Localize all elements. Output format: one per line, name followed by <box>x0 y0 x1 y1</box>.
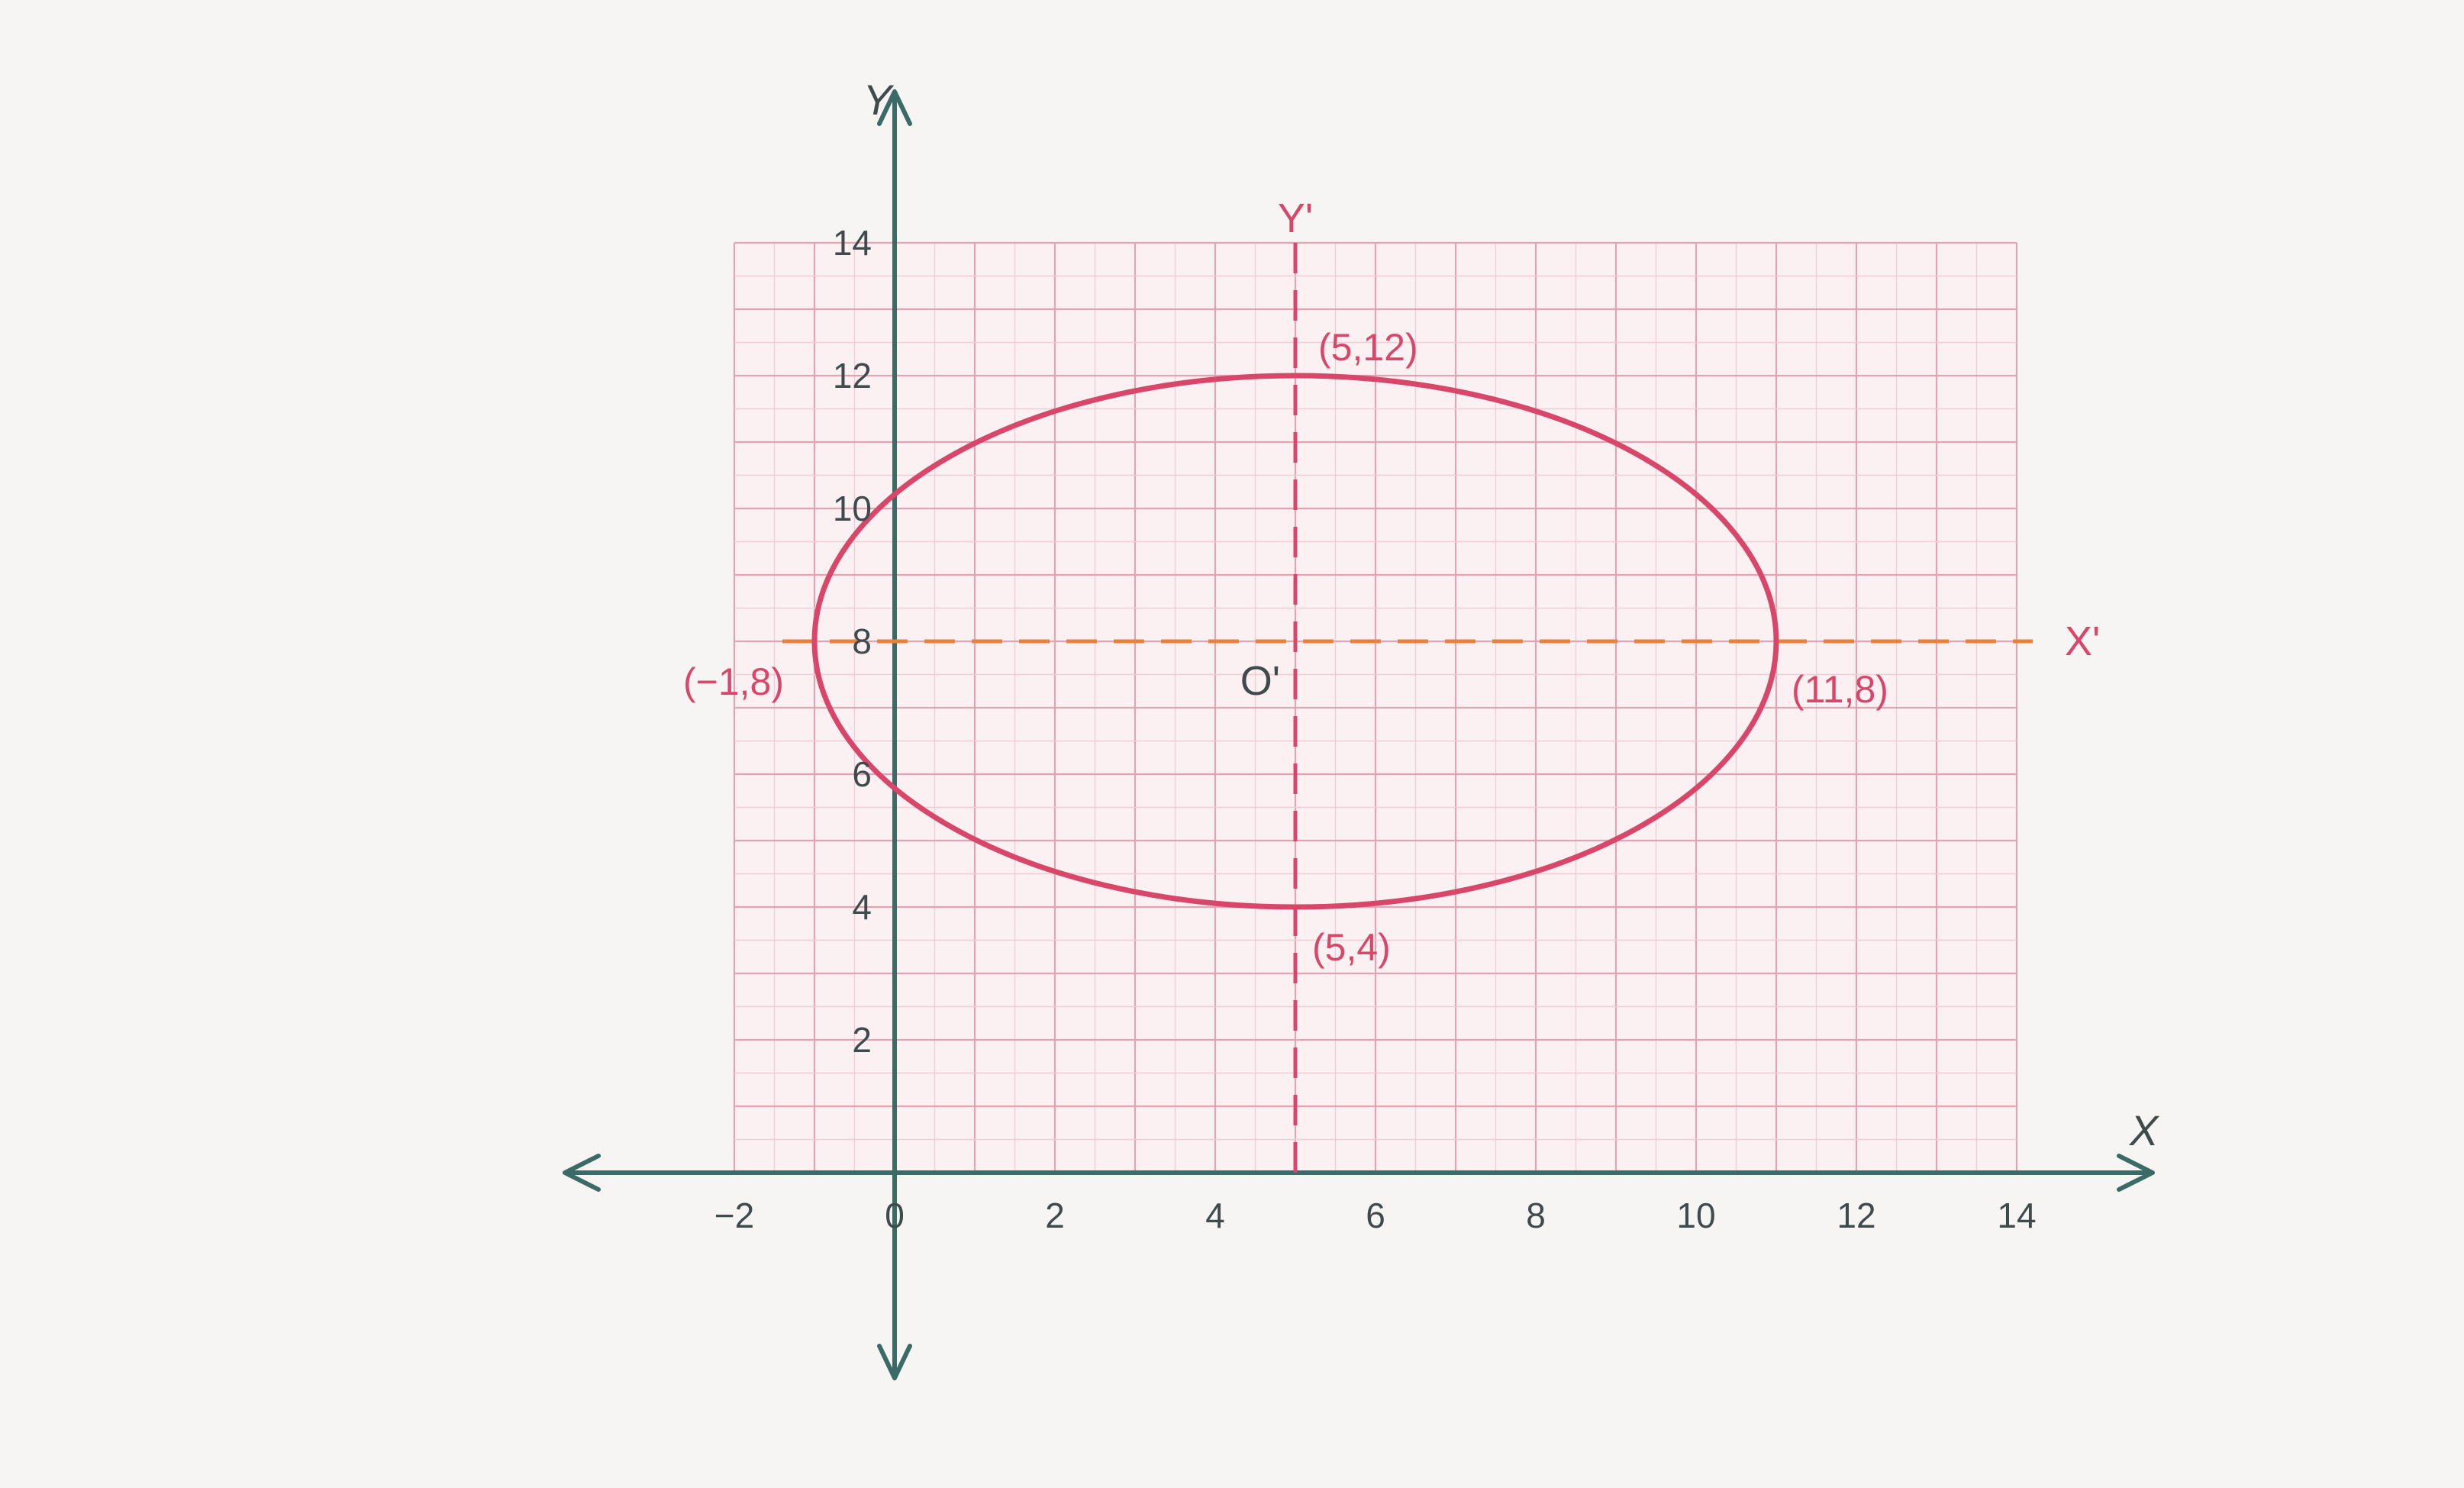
point-label: (5,12) <box>1318 326 1418 369</box>
x-tick-label: 8 <box>1526 1196 1546 1235</box>
y-tick-label: 6 <box>852 754 872 794</box>
y-axis-label: Y <box>863 76 895 124</box>
y-tick-label: 10 <box>833 489 872 528</box>
x-tick-label: 10 <box>1676 1196 1715 1235</box>
shifted-x-axis-label: X' <box>2065 618 2100 664</box>
x-tick-label: 2 <box>1045 1196 1065 1235</box>
y-tick-label: 2 <box>852 1020 872 1060</box>
y-tick-label: 4 <box>852 887 872 927</box>
x-tick-label: 6 <box>1366 1196 1385 1235</box>
x-axis-right-arrow-icon <box>2117 1154 2155 1192</box>
shifted-y-axis-label: Y' <box>1278 195 1313 241</box>
x-tick-label: 4 <box>1205 1196 1225 1235</box>
ellipse-curve <box>811 373 1779 910</box>
shifted-axes <box>782 243 2033 1173</box>
y-tick-label: 14 <box>833 223 872 263</box>
y-tick-label: 8 <box>852 621 872 661</box>
point-label: (11,8) <box>1792 668 1888 711</box>
x-tick-label: −2 <box>714 1196 754 1235</box>
shifted-origin-label: O' <box>1240 658 1280 704</box>
x-axis-label: X <box>2128 1106 2160 1154</box>
main-axes <box>563 89 2155 1380</box>
ellipse-layer <box>811 373 1779 910</box>
x-axis-left-arrow-icon <box>563 1154 601 1192</box>
point-label: (−1,8) <box>683 660 784 703</box>
y-axis-up-arrow-icon <box>877 89 912 126</box>
y-tick-label: 12 <box>833 356 872 395</box>
point-label: (5,4) <box>1312 926 1391 969</box>
x-tick-label: 12 <box>1837 1196 1875 1235</box>
point-labels: X' Y' O' (5,12) (5,4) (−1,8) (11,8) <box>683 195 2100 969</box>
x-tick-label: 14 <box>1997 1196 2036 1235</box>
tick-labels: X Y −2 0 2 4 6 8 10 12 14 2 4 6 8 10 12 14 <box>714 76 2160 1235</box>
x-tick-label: 0 <box>885 1196 905 1235</box>
y-axis-down-arrow-icon <box>877 1344 912 1380</box>
